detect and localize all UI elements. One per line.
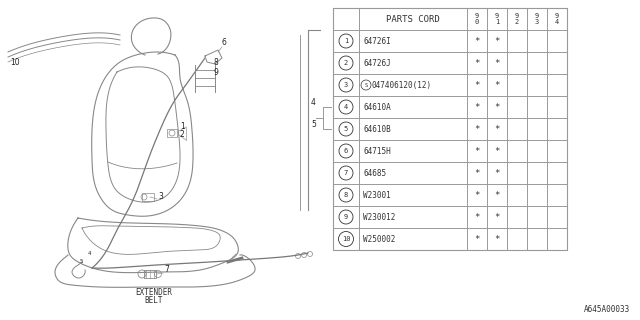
Bar [142, 193, 154, 201]
Text: W250002: W250002 [363, 235, 396, 244]
Text: 2: 2 [344, 60, 348, 66]
Text: 2: 2 [180, 130, 185, 139]
Text: *: * [474, 169, 480, 178]
Text: W230012: W230012 [363, 212, 396, 221]
Text: 9: 9 [213, 68, 218, 77]
Polygon shape [205, 50, 222, 64]
Text: 3: 3 [158, 192, 163, 201]
Text: 8: 8 [213, 58, 218, 67]
Text: A645A00033: A645A00033 [584, 305, 630, 314]
Text: *: * [474, 102, 480, 111]
Text: 10: 10 [10, 58, 20, 67]
Text: 6: 6 [344, 148, 348, 154]
Text: *: * [474, 235, 480, 244]
Text: *: * [494, 235, 500, 244]
Text: 9
4: 9 4 [555, 13, 559, 25]
Text: 64726I: 64726I [363, 36, 391, 45]
Text: EXTENDER: EXTENDER [136, 288, 173, 297]
Text: *: * [474, 59, 480, 68]
Text: 6: 6 [222, 38, 227, 47]
Text: *: * [494, 190, 500, 199]
Bar [167, 129, 177, 137]
Text: 1: 1 [344, 38, 348, 44]
Text: 4: 4 [344, 104, 348, 110]
Text: W23001: W23001 [363, 190, 391, 199]
Text: PARTS CORD: PARTS CORD [386, 14, 440, 23]
Bar [333, 8, 567, 250]
Text: 5: 5 [344, 126, 348, 132]
Text: 64726J: 64726J [363, 59, 391, 68]
Text: 5: 5 [80, 259, 83, 264]
Text: 3: 3 [344, 82, 348, 88]
Text: *: * [494, 102, 500, 111]
Text: *: * [474, 147, 480, 156]
Text: 64610A: 64610A [363, 102, 391, 111]
Text: *: * [494, 169, 500, 178]
Bar [144, 270, 156, 278]
Text: *: * [474, 190, 480, 199]
Text: *: * [494, 212, 500, 221]
Text: 4: 4 [88, 251, 92, 256]
Text: 1: 1 [180, 122, 185, 131]
Text: *: * [474, 81, 480, 90]
Text: 5: 5 [311, 120, 316, 129]
Text: 9
1: 9 1 [495, 13, 499, 25]
Text: 9
2: 9 2 [515, 13, 519, 25]
Text: 7: 7 [164, 265, 169, 274]
Text: S: S [364, 83, 367, 87]
Text: *: * [494, 36, 500, 45]
Text: *: * [474, 212, 480, 221]
Text: 64610B: 64610B [363, 124, 391, 133]
Text: BELT: BELT [145, 296, 163, 305]
Text: 8: 8 [344, 192, 348, 198]
Text: 9
3: 9 3 [535, 13, 539, 25]
Text: 64685: 64685 [363, 169, 386, 178]
Text: *: * [494, 59, 500, 68]
Text: *: * [474, 36, 480, 45]
Text: *: * [494, 81, 500, 90]
Text: 10: 10 [342, 236, 350, 242]
Text: 4: 4 [311, 98, 316, 107]
Text: 7: 7 [344, 170, 348, 176]
Text: 9
0: 9 0 [475, 13, 479, 25]
Text: *: * [494, 147, 500, 156]
Text: *: * [474, 124, 480, 133]
Text: 9: 9 [344, 214, 348, 220]
Text: 047406120(12): 047406120(12) [372, 81, 432, 90]
Text: 64715H: 64715H [363, 147, 391, 156]
Text: *: * [494, 124, 500, 133]
